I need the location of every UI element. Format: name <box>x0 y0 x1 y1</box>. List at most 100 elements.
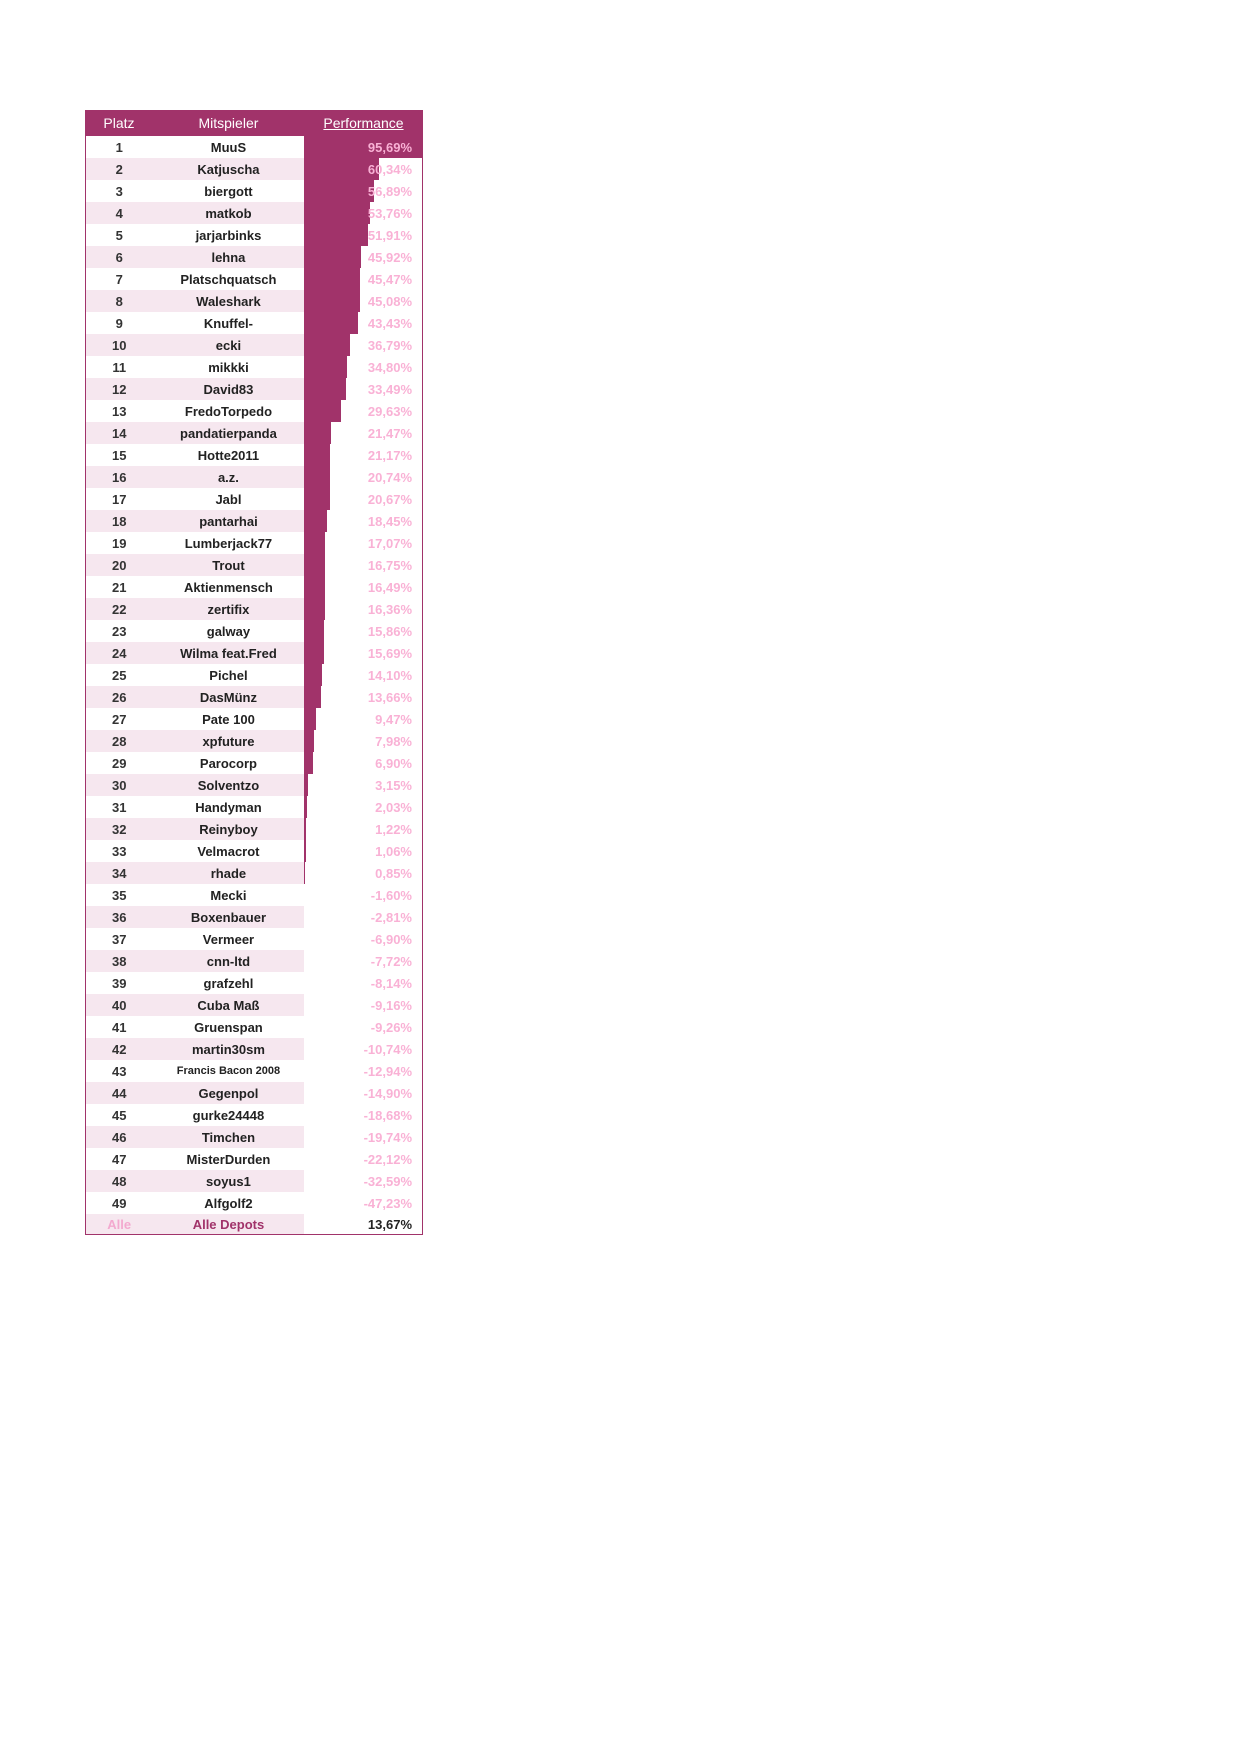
performance-cell: 16,36% <box>304 598 422 620</box>
rank-cell: 41 <box>86 1016 153 1038</box>
player-cell: MuuS <box>152 136 304 159</box>
performance-value: -19,74% <box>304 1127 422 1147</box>
rank-cell: 3 <box>86 180 153 202</box>
table-row: 2Katjuscha60,34% <box>86 158 423 180</box>
rank-cell: 13 <box>86 400 153 422</box>
table-row: 24Wilma feat.Fred15,69% <box>86 642 423 664</box>
performance-value: 16,36% <box>304 599 422 619</box>
performance-value: 60,34% <box>304 159 422 179</box>
player-cell: Wilma feat.Fred <box>152 642 304 664</box>
rank-cell: 33 <box>86 840 153 862</box>
performance-cell: 1,22% <box>304 818 422 840</box>
performance-cell: 17,07% <box>304 532 422 554</box>
player-cell: Gegenpol <box>152 1082 304 1104</box>
performance-cell: 0,85% <box>304 862 422 884</box>
player-cell: Trout <box>152 554 304 576</box>
performance-cell: -47,23% <box>304 1192 422 1214</box>
player-cell: zertifix <box>152 598 304 620</box>
player-cell: biergott <box>152 180 304 202</box>
player-cell: Platschquatsch <box>152 268 304 290</box>
rank-cell: 38 <box>86 950 153 972</box>
player-cell: Cuba Maß <box>152 994 304 1016</box>
table-row: 9Knuffel-43,43% <box>86 312 423 334</box>
player-cell: Jabl <box>152 488 304 510</box>
rank-cell: 25 <box>86 664 153 686</box>
performance-value: 1,22% <box>304 819 422 839</box>
rank-cell: 10 <box>86 334 153 356</box>
player-cell: lehna <box>152 246 304 268</box>
player-cell: Hotte2011 <box>152 444 304 466</box>
performance-value: -7,72% <box>304 951 422 971</box>
performance-cell: 6,90% <box>304 752 422 774</box>
table-row: 30Solventzo3,15% <box>86 774 423 796</box>
performance-cell: -32,59% <box>304 1170 422 1192</box>
rank-cell: 9 <box>86 312 153 334</box>
table-row: 14pandatierpanda21,47% <box>86 422 423 444</box>
player-cell: mikkki <box>152 356 304 378</box>
performance-cell: -19,74% <box>304 1126 422 1148</box>
rank-cell: 6 <box>86 246 153 268</box>
table-row: 27Pate 1009,47% <box>86 708 423 730</box>
table-row: 12David8333,49% <box>86 378 423 400</box>
player-cell: Pichel <box>152 664 304 686</box>
performance-value: 17,07% <box>304 533 422 553</box>
performance-value: 56,89% <box>304 181 422 201</box>
performance-value: -1,60% <box>304 885 422 905</box>
rank-cell: 34 <box>86 862 153 884</box>
summary-rank: Alle <box>86 1214 153 1235</box>
table-row: 49Alfgolf2-47,23% <box>86 1192 423 1214</box>
rank-cell: 49 <box>86 1192 153 1214</box>
table-row: 4matkob53,76% <box>86 202 423 224</box>
rank-cell: 5 <box>86 224 153 246</box>
player-cell: David83 <box>152 378 304 400</box>
table-row: 16a.z.20,74% <box>86 466 423 488</box>
player-cell: Timchen <box>152 1126 304 1148</box>
performance-cell: -9,26% <box>304 1016 422 1038</box>
rank-cell: 23 <box>86 620 153 642</box>
table-row: 42martin30sm-10,74% <box>86 1038 423 1060</box>
rank-cell: 22 <box>86 598 153 620</box>
performance-value: -47,23% <box>304 1193 422 1213</box>
player-cell: Parocorp <box>152 752 304 774</box>
performance-value: 13,66% <box>304 687 422 707</box>
player-cell: a.z. <box>152 466 304 488</box>
table-row: 35Mecki-1,60% <box>86 884 423 906</box>
performance-cell: 95,69% <box>304 136 422 159</box>
performance-value: 33,49% <box>304 379 422 399</box>
performance-value: 14,10% <box>304 665 422 685</box>
table-row: 17Jabl20,67% <box>86 488 423 510</box>
rank-cell: 27 <box>86 708 153 730</box>
performance-value: 34,80% <box>304 357 422 377</box>
rank-cell: 39 <box>86 972 153 994</box>
table-row: 15Hotte201121,17% <box>86 444 423 466</box>
rank-cell: 11 <box>86 356 153 378</box>
table-row: 36Boxenbauer-2,81% <box>86 906 423 928</box>
player-cell: Reinyboy <box>152 818 304 840</box>
performance-cell: -22,12% <box>304 1148 422 1170</box>
player-cell: Knuffel- <box>152 312 304 334</box>
player-cell: rhade <box>152 862 304 884</box>
rank-cell: 28 <box>86 730 153 752</box>
rank-cell: 15 <box>86 444 153 466</box>
table-row: 47MisterDurden-22,12% <box>86 1148 423 1170</box>
performance-value: 20,67% <box>304 489 422 509</box>
rank-cell: 31 <box>86 796 153 818</box>
rank-cell: 16 <box>86 466 153 488</box>
table-row: 39grafzehl-8,14% <box>86 972 423 994</box>
table-row: 34rhade0,85% <box>86 862 423 884</box>
performance-cell: 21,17% <box>304 444 422 466</box>
performance-cell: 36,79% <box>304 334 422 356</box>
table-row: 25Pichel14,10% <box>86 664 423 686</box>
performance-cell: 1,06% <box>304 840 422 862</box>
performance-cell: 18,45% <box>304 510 422 532</box>
performance-cell: 15,86% <box>304 620 422 642</box>
rank-cell: 42 <box>86 1038 153 1060</box>
performance-value: 7,98% <box>304 731 422 751</box>
performance-value: 95,69% <box>304 137 422 157</box>
rank-cell: 24 <box>86 642 153 664</box>
table-row: 19Lumberjack7717,07% <box>86 532 423 554</box>
performance-value: -9,26% <box>304 1017 422 1037</box>
player-cell: Lumberjack77 <box>152 532 304 554</box>
rank-cell: 18 <box>86 510 153 532</box>
summary-label: Alle Depots <box>152 1214 304 1235</box>
